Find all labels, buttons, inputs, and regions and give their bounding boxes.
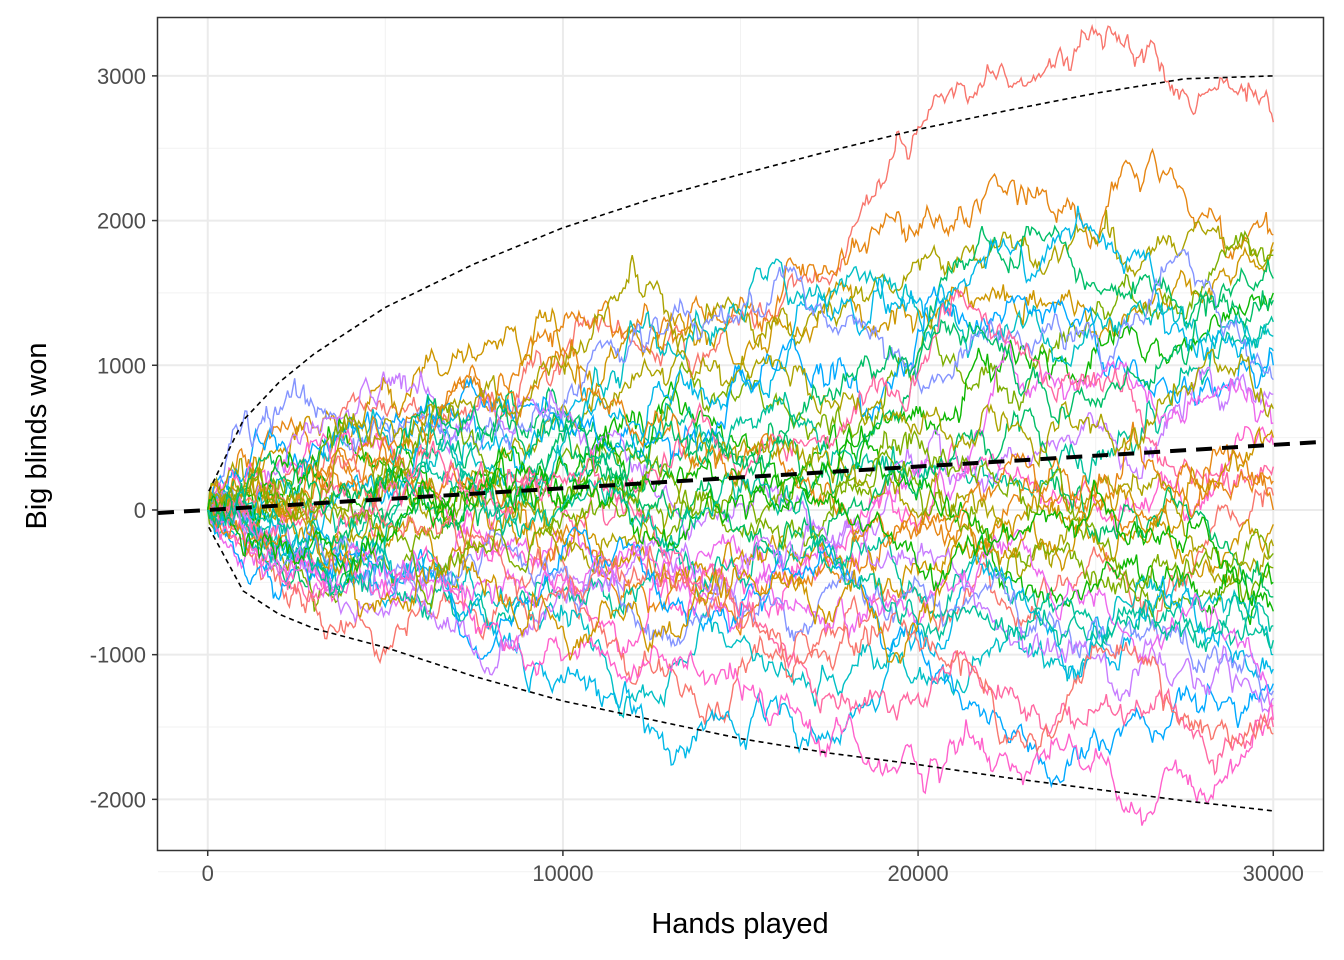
simulation-path: [207, 242, 1274, 516]
simulation-path: [207, 403, 1274, 618]
y-tick-label: -2000: [90, 787, 146, 812]
x-tick-label: 0: [202, 861, 214, 886]
simulation-path: [207, 440, 1274, 776]
lower-bound-line: [208, 526, 1274, 812]
confidence-bounds: [208, 75, 1274, 812]
simulation-path: [207, 495, 1274, 713]
simulation-path: [207, 415, 1274, 636]
simulation-path: [207, 229, 1274, 612]
simulation-path: [207, 492, 1274, 652]
x-axis-title: Hands played: [651, 908, 828, 940]
expected-line: [157, 439, 1324, 516]
simulation-path: [207, 286, 1274, 514]
simulation-path: [207, 147, 1274, 513]
simulation-path: [207, 255, 1274, 526]
simulation-path: [207, 259, 1274, 526]
simulation-path: [207, 422, 1274, 649]
simulation-path: [207, 487, 1274, 725]
x-tick-label: 20000: [887, 861, 948, 886]
panel-border: [156, 16, 1325, 852]
expected-winrate-line: [157, 439, 1324, 516]
simulation-path: [207, 505, 1274, 708]
x-tick-label: 10000: [532, 861, 593, 886]
x-tick-label: 30000: [1243, 861, 1304, 886]
y-tick-label: 1000: [97, 353, 146, 378]
simulation-path: [207, 249, 1274, 511]
y-axis: -2000 -1000 0 1000 2000 3000: [90, 64, 158, 812]
simulation-paths: [207, 23, 1274, 826]
simulation-path: [207, 407, 1274, 598]
y-tick-label: -1000: [90, 643, 146, 668]
y-tick-label: 0: [134, 498, 146, 523]
simulation-path: [207, 509, 1274, 719]
y-tick-label: 3000: [97, 64, 146, 89]
upper-bound-line: [208, 75, 1274, 492]
simulation-path: [207, 426, 1274, 664]
simulation-path: [207, 339, 1274, 554]
y-tick-label: 2000: [97, 209, 146, 234]
simulation-path: [207, 430, 1274, 586]
simulation-path: [207, 452, 1274, 754]
x-axis: 0 10000 20000 30000: [202, 850, 1304, 886]
simulation-path: [207, 340, 1274, 608]
simulation-path: [207, 508, 1274, 789]
y-axis-title: Big blinds won: [21, 343, 53, 530]
simulation-path: [207, 503, 1274, 826]
